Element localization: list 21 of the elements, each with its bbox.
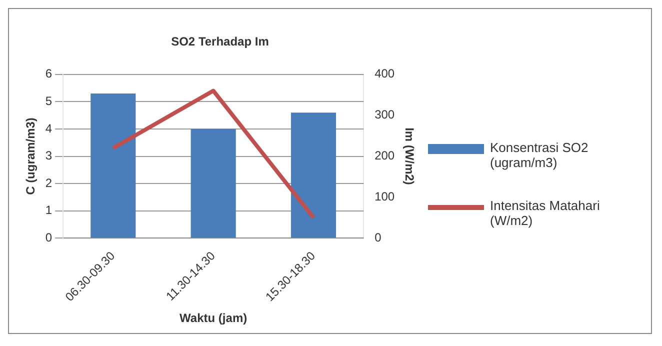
legend-label: Konsentrasi SO2 (ugram/m3)	[490, 140, 590, 170]
y-tick-label: 2	[45, 176, 52, 190]
legend-label: Intensitas Matahari (W/m2)	[490, 198, 601, 228]
bar	[290, 112, 336, 238]
y2-axis-title: Im (W/m2)	[402, 128, 416, 185]
x-axis-title: Waktu (jam)	[180, 311, 248, 326]
y-tick-label: 6	[45, 66, 52, 81]
y-axis-title: C (ugram/m3)	[24, 118, 38, 195]
bar	[190, 128, 236, 238]
y2-tick-label: 200	[374, 148, 395, 163]
y-tick-label: 5	[45, 94, 52, 108]
y2-tick-label: 0	[374, 230, 382, 244]
y2-tick-label: 400	[374, 66, 395, 81]
y-tick-label: 3	[45, 148, 52, 163]
y-tick-label: 4	[45, 121, 52, 136]
y-tick-label: 0	[45, 230, 52, 244]
y-tick-label: 1	[45, 203, 52, 218]
bar	[90, 94, 136, 238]
y2-tick-label: 100	[374, 190, 395, 204]
y2-tick-label: 300	[374, 108, 395, 122]
chart-title: SO2 Terhadap Im	[171, 34, 269, 49]
